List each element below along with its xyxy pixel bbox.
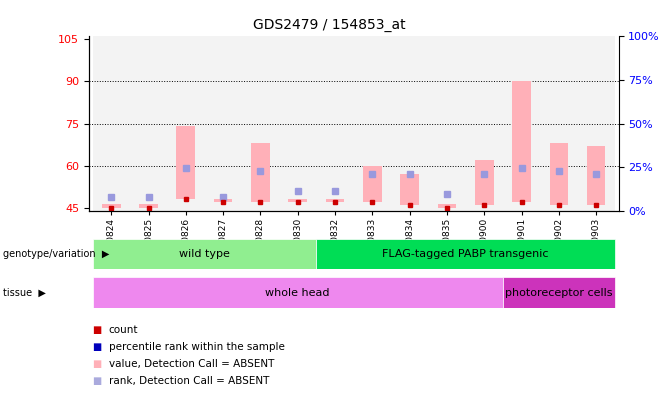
Text: rank, Detection Call = ABSENT: rank, Detection Call = ABSENT bbox=[109, 376, 269, 386]
Text: genotype/variation  ▶: genotype/variation ▶ bbox=[3, 249, 110, 259]
Bar bbox=[139, 204, 158, 208]
Bar bbox=[251, 143, 270, 202]
Bar bbox=[93, 36, 130, 211]
Bar bbox=[102, 204, 120, 208]
Text: GDS2479 / 154853_at: GDS2479 / 154853_at bbox=[253, 18, 405, 32]
Bar bbox=[167, 36, 205, 211]
Text: photoreceptor cells: photoreceptor cells bbox=[505, 288, 613, 298]
Text: ■: ■ bbox=[92, 376, 101, 386]
Bar bbox=[214, 199, 232, 202]
Text: whole head: whole head bbox=[265, 288, 330, 298]
Bar bbox=[205, 36, 241, 211]
Bar bbox=[512, 81, 531, 202]
Text: ■: ■ bbox=[92, 359, 101, 369]
Bar bbox=[326, 199, 344, 202]
Bar bbox=[400, 174, 419, 205]
Bar bbox=[578, 36, 615, 211]
Bar bbox=[503, 277, 615, 308]
Bar bbox=[354, 36, 391, 211]
Bar bbox=[93, 277, 503, 308]
Bar bbox=[587, 146, 605, 205]
Text: percentile rank within the sample: percentile rank within the sample bbox=[109, 342, 284, 352]
Text: FLAG-tagged PABP transgenic: FLAG-tagged PABP transgenic bbox=[382, 249, 549, 259]
Bar bbox=[391, 36, 428, 211]
Bar bbox=[176, 126, 195, 199]
Bar bbox=[540, 36, 578, 211]
Text: ■: ■ bbox=[92, 342, 101, 352]
Bar bbox=[316, 36, 354, 211]
Text: ■: ■ bbox=[92, 325, 101, 335]
Bar bbox=[363, 166, 382, 202]
Bar bbox=[316, 239, 615, 269]
Bar bbox=[549, 143, 568, 205]
Text: value, Detection Call = ABSENT: value, Detection Call = ABSENT bbox=[109, 359, 274, 369]
Text: count: count bbox=[109, 325, 138, 335]
Bar bbox=[503, 36, 540, 211]
Text: wild type: wild type bbox=[179, 249, 230, 259]
Bar bbox=[438, 204, 456, 208]
Bar bbox=[130, 36, 167, 211]
Bar bbox=[279, 36, 316, 211]
Text: tissue  ▶: tissue ▶ bbox=[3, 288, 46, 298]
Bar bbox=[428, 36, 466, 211]
Bar bbox=[475, 160, 494, 205]
Bar bbox=[466, 36, 503, 211]
Bar bbox=[241, 36, 279, 211]
Bar bbox=[288, 199, 307, 202]
Bar bbox=[93, 239, 316, 269]
